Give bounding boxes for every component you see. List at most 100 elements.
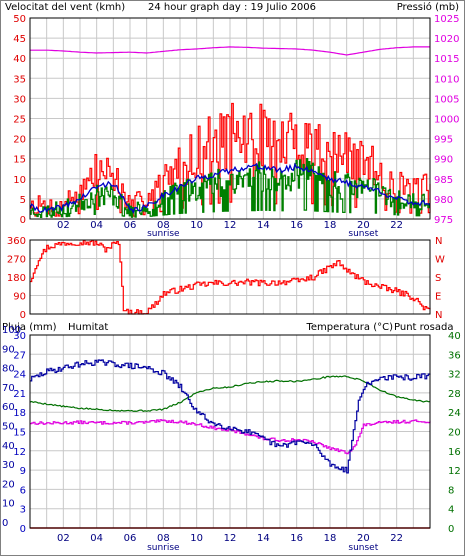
sunrise-label: sunrise bbox=[147, 543, 180, 553]
hour-tick-label: 18 bbox=[324, 220, 337, 231]
hour-tick-label: 02 bbox=[57, 533, 70, 544]
wind-direction-line bbox=[30, 239, 431, 315]
text-layer: Velocitat del vent (kmh) 24 hour graph d… bbox=[2, 1, 461, 553]
wind-average-line bbox=[29, 162, 431, 215]
wind-speed-tick-label: 40 bbox=[13, 54, 26, 65]
wind-speed-tick-label: 20 bbox=[13, 135, 26, 146]
hour-tick-label: 14 bbox=[257, 220, 270, 231]
hour-tick-label: 06 bbox=[124, 533, 137, 544]
humidity-tick-label: 100 bbox=[2, 325, 21, 336]
pressure-tick-label: 995 bbox=[434, 135, 453, 146]
hour-tick-label: 20 bbox=[357, 220, 370, 231]
hour-tick-label: 12 bbox=[224, 533, 237, 544]
temperature-tick-label: 16 bbox=[448, 447, 461, 458]
pressure-tick-label: 985 bbox=[434, 175, 453, 186]
sunset-label: sunset bbox=[348, 229, 378, 239]
rain-tick-label: 27 bbox=[13, 350, 26, 361]
wind-direction-tick-label: 270 bbox=[7, 255, 26, 266]
humidity-tick-label: 30 bbox=[2, 460, 15, 471]
hour-tick-label: 04 bbox=[90, 220, 103, 231]
humidity-tick-label: 10 bbox=[2, 499, 15, 510]
wind-speed-tick-label: 5 bbox=[20, 195, 26, 206]
dewpoint-axis-title: Punt rosada bbox=[394, 322, 453, 333]
temperature-tick-label: 8 bbox=[448, 485, 454, 496]
rain-tick-label: 30 bbox=[13, 331, 26, 342]
sunset-label: sunset bbox=[348, 543, 378, 553]
temperature-axis-title: Temperatura (°C) bbox=[305, 322, 393, 333]
temperature-tick-label: 24 bbox=[448, 408, 461, 419]
hour-tick-label: 20 bbox=[357, 533, 370, 544]
hour-tick-label: 12 bbox=[224, 220, 237, 231]
pressure-tick-label: 990 bbox=[434, 155, 453, 166]
humidity-tick-label: 90 bbox=[2, 344, 15, 355]
temperature-tick-label: 36 bbox=[448, 350, 461, 361]
plot-frame bbox=[29, 334, 431, 529]
wind-speed-axis-title: Velocitat del vent (kmh) bbox=[5, 2, 125, 13]
humidity-line bbox=[30, 359, 431, 474]
wind-direction-tick-label: 0 bbox=[20, 310, 26, 321]
humidity-tick-label: 50 bbox=[2, 422, 15, 433]
rain-axis-title: Pluja (mm) bbox=[2, 322, 57, 333]
hour-tick-label: 16 bbox=[290, 220, 303, 231]
sunrise-label: sunrise bbox=[147, 229, 180, 239]
rain-tick-label: 21 bbox=[13, 389, 26, 400]
hour-tick-label: 22 bbox=[390, 533, 403, 544]
rain-tick-label: 3 bbox=[20, 505, 26, 516]
grid-layer bbox=[30, 18, 430, 528]
temperature-tick-label: 12 bbox=[448, 466, 461, 477]
pressure-tick-label: 1015 bbox=[434, 54, 459, 65]
pressure-tick-label: 975 bbox=[434, 215, 453, 226]
hour-tick-label: 06 bbox=[124, 220, 137, 231]
humidity-tick-label: 60 bbox=[2, 402, 15, 413]
humidity-tick-label: 80 bbox=[2, 364, 15, 375]
compass-tick-label: N bbox=[435, 236, 442, 247]
rain-tick-label: 6 bbox=[20, 485, 26, 496]
hour-tick-label: 08 bbox=[157, 220, 170, 231]
plot-frame bbox=[29, 239, 431, 315]
plot-frame bbox=[29, 17, 431, 220]
wind-speed-tick-label: 30 bbox=[13, 94, 26, 105]
temperature-tick-label: 20 bbox=[448, 428, 461, 439]
temperature-tick-label: 32 bbox=[448, 370, 461, 381]
hour-tick-label: 10 bbox=[190, 533, 203, 544]
humidity-tick-label: 40 bbox=[2, 441, 15, 452]
pressure-tick-label: 1025 bbox=[434, 14, 459, 25]
hour-tick-label: 10 bbox=[190, 220, 203, 231]
temperature-tick-label: 4 bbox=[448, 505, 454, 516]
temperature-tick-label: 0 bbox=[448, 524, 454, 535]
pressure-axis-title: Pressió (mb) bbox=[397, 1, 459, 13]
wind-speed-line bbox=[30, 102, 431, 217]
pressure-tick-label: 980 bbox=[434, 195, 453, 206]
rain-tick-label: 0 bbox=[20, 524, 26, 535]
rain-tick-label: 15 bbox=[13, 428, 26, 439]
hour-tick-label: 14 bbox=[257, 533, 270, 544]
hour-tick-label: 04 bbox=[90, 533, 103, 544]
pressure-line bbox=[30, 46, 430, 56]
wind-direction-tick-label: 90 bbox=[13, 292, 26, 303]
temperature-line bbox=[29, 375, 431, 412]
hour-tick-label: 18 bbox=[324, 533, 337, 544]
compass-tick-label: N bbox=[435, 310, 442, 321]
hour-tick-label: 22 bbox=[390, 220, 403, 231]
compass-tick-label: W bbox=[435, 255, 445, 266]
chart-title: 24 hour graph day : 19 Julio 2006 bbox=[148, 2, 316, 13]
wind-speed-tick-label: 10 bbox=[13, 175, 26, 186]
hour-tick-label: 08 bbox=[157, 533, 170, 544]
wind-speed-tick-label: 0 bbox=[20, 215, 26, 226]
pressure-tick-label: 1005 bbox=[434, 94, 459, 105]
pressure-tick-label: 1010 bbox=[434, 74, 459, 85]
humidity-tick-label: 20 bbox=[2, 479, 15, 490]
rain-tick-label: 24 bbox=[13, 370, 26, 381]
series-layer bbox=[29, 46, 431, 529]
wind-direction-tick-label: 360 bbox=[7, 236, 26, 247]
pressure-tick-label: 1020 bbox=[434, 34, 459, 45]
temperature-tick-label: 40 bbox=[448, 331, 461, 342]
humidity-tick-label: 70 bbox=[2, 383, 15, 394]
wind-speed-tick-label: 35 bbox=[13, 74, 26, 85]
rain-tick-label: 12 bbox=[13, 447, 26, 458]
wind-speed-tick-label: 45 bbox=[13, 34, 26, 45]
hour-tick-label: 02 bbox=[57, 220, 70, 231]
wind-speed-tick-label: 50 bbox=[13, 14, 26, 25]
wind-speed-tick-label: 25 bbox=[13, 115, 26, 126]
